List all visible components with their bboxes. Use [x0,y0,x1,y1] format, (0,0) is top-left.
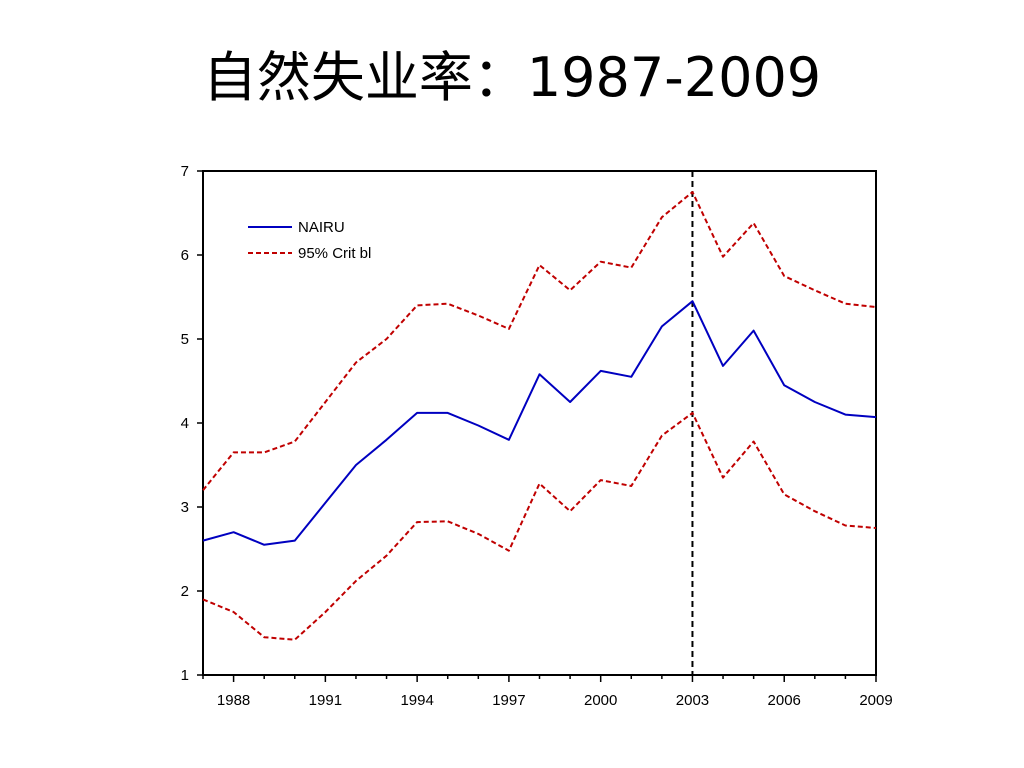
x-tick-label: 2009 [859,692,892,709]
y-tick-label: 2 [181,583,189,600]
y-tick-label: 1 [181,667,189,684]
y-tick-label: 4 [181,415,189,432]
y-tick-label: 5 [181,331,189,348]
x-tick-label: 1991 [309,692,342,709]
series-line-lower-bound [202,411,877,641]
y-tick-label: 6 [181,247,189,264]
legend-label: NAIRU [298,219,345,236]
slide-title: 自然失业率：1987-2009 [202,46,822,109]
legend-label: 95% Crit bl [298,245,371,262]
series-line-95-crit-bl [202,191,877,491]
x-tick-label: 2003 [676,692,709,709]
x-tick-label: 1994 [400,692,433,709]
x-tick-label: 2000 [584,692,617,709]
x-tick-label: 1997 [492,692,525,709]
y-tick-label: 3 [181,499,189,516]
series-line-nairu [202,300,877,546]
y-tick-label: 7 [181,163,189,180]
x-tick-label: 1988 [217,692,250,709]
x-tick-label: 2006 [768,692,801,709]
